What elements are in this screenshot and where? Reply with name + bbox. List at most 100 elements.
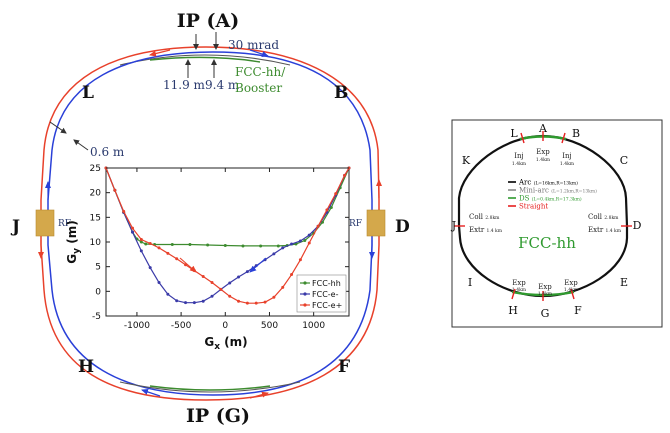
legend-label-eplus: FCC-e+ [312,301,342,310]
beam-separation-chart: -1000 -500 0 500 1000 -5 0 5 10 15 20 25 Gx (m) Gy … [65,164,351,352]
data-point-fcc-e [157,246,161,250]
angle-label: 30 mrad [228,38,279,52]
data-point-fcc-e [263,300,267,304]
legend-miniarc: Mini-arc (L=1.2km,R=13km) [519,187,597,195]
data-point-fcc-e [281,246,285,250]
straight-L [520,132,525,144]
legend-label-hh: FCC-hh [312,279,341,288]
data-point-fcc-e [298,258,302,262]
blue-arrow-top [249,49,269,57]
chart-ytick-label: 20 [90,189,102,199]
coll-right-label: Coll 2.8km [588,213,619,221]
rpoint-K: K [462,154,471,167]
legend-marker-hh [303,281,307,285]
data-point-fcc-e [228,281,232,285]
exp-bl-len: 1.4km [512,287,527,293]
data-point-fcc-e [298,239,302,243]
inj-right-len: 1.4km [560,161,575,167]
rpoint-B: B [572,127,580,140]
point-F: F [338,357,350,377]
data-point-fcc-e [307,233,311,237]
data-point-fcc-e [272,252,276,256]
rpoint-I: I [468,276,472,289]
data-point-fcc-e [139,249,143,253]
point-L: L [82,83,94,103]
rpoint-F: F [574,304,582,317]
data-point-fcc-hh [259,244,263,248]
ip-top-label: IP (A) [177,10,240,32]
data-point-fcc-e [201,299,205,303]
legend-arc: Arc (L=16km,R=13km) [518,179,578,187]
legend-marker-eplus [303,303,307,307]
booster-label-1: FCC-hh/ [235,65,286,79]
legend-marker-eminus [303,292,307,296]
data-point-fcc-hh [170,242,174,246]
data-point-fcc-e [192,301,196,305]
data-point-fcc-e [343,173,347,177]
point-H: H [78,357,94,377]
chart-ytick-label: 0 [95,287,101,297]
booster-bottom [149,385,271,391]
data-point-fcc-e [245,301,249,305]
exp-bc-len: 1.4km [538,291,553,297]
offset-arrow-1 [49,121,67,134]
data-point-fcc-e [175,257,179,261]
exp-bl-label: Exp [512,279,526,287]
chart-red-arrow [179,257,197,273]
rpoint-L: L [510,127,518,140]
point-D: D [395,217,410,237]
chart-xtick-label: 500 [261,321,278,331]
exp-top-len: 1.4km [536,157,551,163]
data-point-fcc-e [237,275,241,279]
data-point-fcc-e [254,301,258,305]
data-point-fcc-e [157,280,161,284]
data-point-fcc-e [210,294,214,298]
rf-cavity-right [366,209,386,237]
data-point-fcc-hh [329,205,333,209]
data-point-fcc-e [245,270,249,274]
eminus-ring [47,51,373,396]
data-point-fcc-hh [303,239,307,243]
ip-bottom-label: IP (G) [186,405,250,427]
data-point-fcc-e [113,188,117,192]
inj-left-len: 1.4km [512,161,527,167]
chart-xtick-label: -1000 [124,321,150,331]
chart-ytick-label: 25 [90,164,101,174]
chart-xtick-label: -500 [171,321,192,331]
data-point-fcc-e [290,273,294,277]
rf-label-right: RF [349,219,362,229]
data-point-fcc-e [272,295,276,299]
data-point-fcc-e [201,275,205,279]
booster-top [149,56,261,63]
data-point-fcc-hh [206,243,210,247]
data-point-fcc-hh [144,242,148,246]
data-point-fcc-hh [276,244,280,248]
hh-ring-bottom [119,381,301,393]
offset-label: 0.6 m [90,145,125,159]
chart-xtick-label: 0 [222,321,228,331]
inj-left-label: Inj [514,152,523,160]
data-point-fcc-e [166,251,170,255]
data-point-fcc-e [131,230,135,234]
data-point-fcc-e [334,192,338,196]
legend-ds: DS (L=0.4km,R=17.3km) [519,195,582,203]
data-point-fcc-e [290,242,294,246]
data-point-fcc-e [131,226,135,230]
data-point-fcc-e [139,238,143,242]
rpoint-C: C [620,154,628,167]
point-J: J [10,217,20,237]
blue-arrow-bottom [141,389,161,397]
data-point-fcc-e [184,301,188,305]
left-ring-diagram: IP (A) IP (G) L B J D H F RF RF 30 mrad … [10,10,410,427]
data-point-fcc-e [148,241,152,245]
legend-label-eminus: FCC-e- [312,290,339,299]
data-point-fcc-e [210,280,214,284]
data-point-fcc-e [325,208,329,212]
chart-blue-arrow [249,257,267,273]
fcc-hh-title: FCC-hh [518,234,576,252]
exp-br-label: Exp [564,279,578,287]
booster-label-2: Booster [235,81,282,95]
red-arrow-bottom [249,391,269,399]
data-point-fcc-e [316,224,320,228]
